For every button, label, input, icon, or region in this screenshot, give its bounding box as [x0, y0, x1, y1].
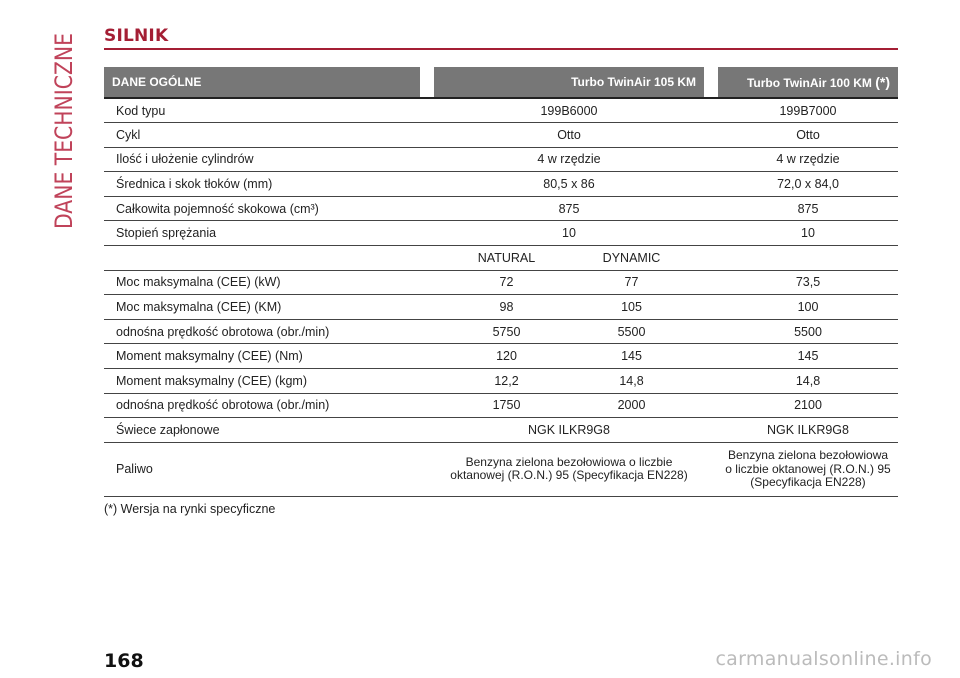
- fuel-100-line: (Specyfikacja EN228): [750, 475, 866, 490]
- table-row: Całkowita pojemność skokowa (cm³) 875 87…: [104, 196, 898, 221]
- cell-dynamic: 105: [621, 300, 642, 315]
- cell-105: Benzyna zielona bezołowiowa o liczbie ok…: [434, 442, 704, 496]
- fuel-100-line: o liczbie oktanowej (R.O.N.) 95: [725, 461, 891, 476]
- cell-100: NGK ILKR9G8: [767, 423, 849, 438]
- section-title: SILNIK: [104, 26, 169, 46]
- row-label: odnośna prędkość obrotowa (obr./min): [116, 398, 330, 413]
- footnote: (*) Wersja na rynki specyficzne: [104, 502, 276, 516]
- cell-105: Otto: [557, 127, 581, 142]
- cell-100: 5500: [794, 324, 822, 339]
- row-label: Moc maksymalna (CEE) (kW): [116, 275, 281, 290]
- row-label: Moment maksymalny (CEE) (Nm): [116, 349, 303, 364]
- row-label: Kod typu: [116, 103, 166, 118]
- table-row: odnośna prędkość obrotowa (obr./min) 575…: [104, 319, 898, 344]
- cell-100: Otto: [796, 127, 820, 142]
- row-label: Całkowita pojemność skokowa (cm³): [116, 201, 319, 216]
- table-row: Ilość i ułożenie cylindrów 4 w rzędzie 4…: [104, 147, 898, 172]
- cell-105: NGK ILKR9G8: [528, 423, 610, 438]
- cell-natural: 5750: [492, 324, 521, 339]
- row-label: Ilość i ułożenie cylindrów: [116, 152, 254, 167]
- cell-dynamic: 5500: [617, 324, 646, 339]
- table-row: Kod typu 199B6000 199B7000: [104, 98, 898, 123]
- header-gap: [704, 67, 718, 98]
- cell-100: 4 w rzędzie: [776, 152, 840, 167]
- fuel-100-line: Benzyna zielona bezołowiowa: [727, 448, 889, 463]
- cell-natural: 12,2: [494, 373, 519, 388]
- table-row: Świece zapłonowe NGK ILKR9G8 NGK ILKR9G8: [104, 418, 898, 443]
- header-100km-mark: (*): [875, 74, 890, 90]
- cell-100: 145: [797, 349, 819, 364]
- cell-100: 100: [797, 300, 819, 315]
- engine-spec-table: DANE OGÓLNE Turbo TwinAir 105 KM Turbo T…: [104, 67, 898, 497]
- header-105km: Turbo TwinAir 105 KM: [434, 67, 704, 98]
- cell-100: 72,0 x 84,0: [777, 177, 839, 192]
- cell-105: 10: [562, 226, 576, 241]
- cell-100: 10: [801, 226, 815, 241]
- side-section-title: DANE TECHNICZNE: [18, 30, 78, 230]
- cell-100: 14,8: [795, 373, 821, 388]
- cell-natural: 120: [496, 349, 517, 364]
- table-row: Moment maksymalny (CEE) (Nm) 120 145 145: [104, 344, 898, 369]
- cell-105: 80,5 x 86: [543, 177, 595, 192]
- cell-105: 4 w rzędzie: [537, 152, 601, 167]
- cell-dynamic: 145: [621, 349, 642, 364]
- fuel-105-line: oktanowej (R.O.N.) 95 (Specyfikacja EN22…: [450, 468, 688, 483]
- header-100km-label: Turbo TwinAir 100 KM: [746, 76, 872, 90]
- row-label: Świece zapłonowe: [116, 423, 220, 438]
- side-title-svg: DANE TECHNICZNE: [50, 33, 78, 229]
- cell-dynamic: 14,8: [619, 373, 644, 388]
- cell-natural: 1750: [492, 398, 521, 413]
- header-general: DANE OGÓLNE: [104, 67, 420, 98]
- cell-100: 199B7000: [779, 103, 837, 118]
- row-label: Cykl: [116, 127, 141, 142]
- mode-dynamic-label: DYNAMIC: [602, 250, 661, 265]
- fuel-105-line: Benzyna zielona bezołowiowa o liczbie: [465, 454, 673, 469]
- cell-100: 875: [797, 201, 819, 216]
- cell-natural: 72: [499, 275, 514, 290]
- side-title-text: DANE TECHNICZNE: [50, 33, 78, 229]
- table-header-row: DANE OGÓLNE Turbo TwinAir 105 KM Turbo T…: [104, 67, 898, 98]
- cell-105: 199B6000: [540, 103, 598, 118]
- row-label: Moc maksymalna (CEE) (KM): [116, 300, 282, 315]
- cell-natural: 98: [499, 300, 514, 315]
- row-label: Moment maksymalny (CEE) (kgm): [116, 373, 307, 388]
- mode-labels: NATURAL DYNAMIC: [434, 246, 704, 271]
- table-row: Moc maksymalna (CEE) (KM) 98 105 100: [104, 295, 898, 320]
- row-label: odnośna prędkość obrotowa (obr./min): [116, 324, 330, 339]
- table-row: Stopień sprężania 10 10: [104, 221, 898, 246]
- cell-100: 2100: [794, 398, 822, 413]
- table-row: Cykl Otto Otto: [104, 123, 898, 148]
- cell-100: 73,5: [795, 275, 821, 290]
- table-row: Moment maksymalny (CEE) (kgm) 12,2 14,8 1…: [104, 369, 898, 394]
- header-100km: Turbo TwinAir 100 KM (*): [718, 67, 898, 98]
- header-gap: [420, 67, 434, 98]
- title-divider: [104, 48, 898, 50]
- cell-105: 875: [558, 201, 580, 216]
- row-label: Średnica i skok tłoków (mm): [116, 177, 273, 192]
- table-row: odnośna prędkość obrotowa (obr./min) 175…: [104, 393, 898, 418]
- table-row: Paliwo Benzyna zielona bezołowiowa o lic…: [104, 442, 898, 497]
- cell-dynamic: 77: [624, 275, 639, 290]
- mode-natural-label: NATURAL: [477, 250, 536, 265]
- page-number: 168: [104, 650, 144, 672]
- mode-header-row: NATURAL DYNAMIC: [104, 246, 898, 271]
- row-label: Paliwo: [116, 462, 153, 477]
- cell-dynamic: 2000: [617, 398, 646, 413]
- cell-100: Benzyna zielona bezołowiowa o liczbie ok…: [718, 442, 898, 496]
- table-row: Średnica i skok tłoków (mm) 80,5 x 86 72…: [104, 172, 898, 197]
- watermark: carmanualsonline.info: [715, 648, 932, 670]
- table-row: Moc maksymalna (CEE) (kW) 72 77 73,5: [104, 270, 898, 295]
- row-label: Stopień sprężania: [116, 226, 217, 241]
